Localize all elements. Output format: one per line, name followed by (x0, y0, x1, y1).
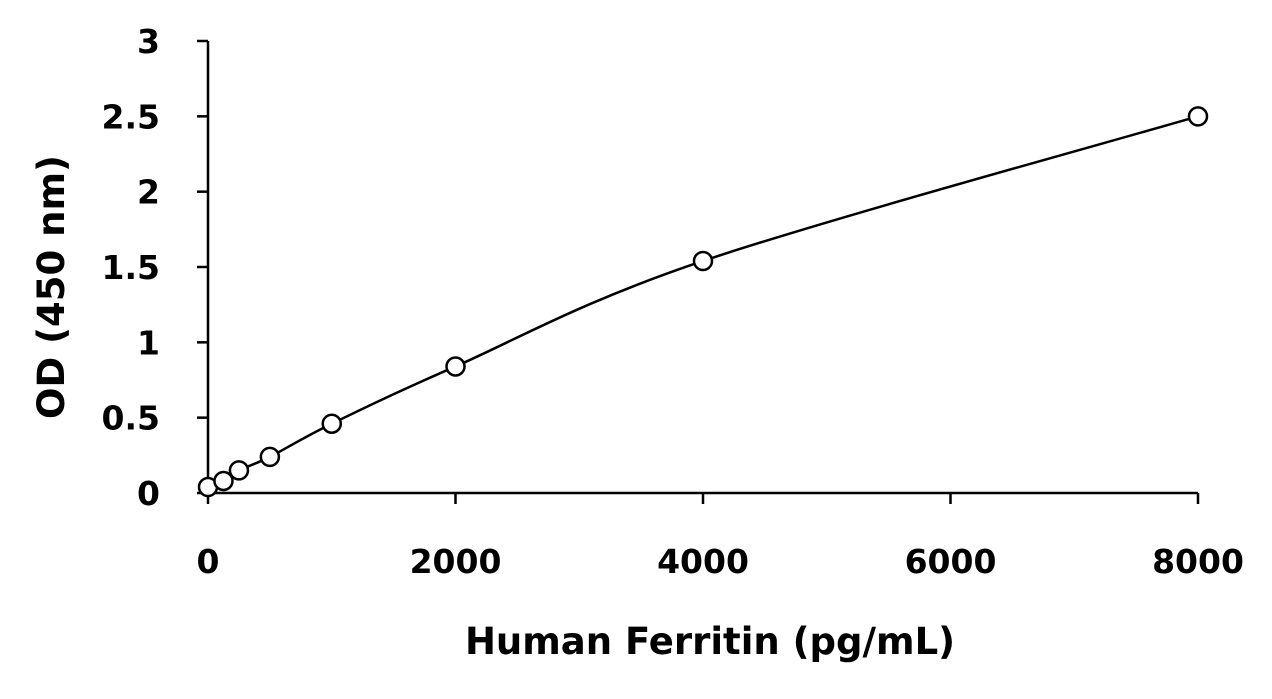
data-points (197, 106, 1209, 498)
data-point (213, 470, 234, 492)
y-axis-title: OD (450 nm) (30, 155, 73, 419)
data-point (228, 460, 250, 481)
fit-curve (207, 115, 1199, 489)
x-tick-label: 4000 (657, 542, 749, 581)
x-axis-ticks: 0 2000 4000 6000 8000 (197, 493, 1244, 581)
x-tick-label: 0 (197, 542, 220, 581)
y-tick-label: 0 (137, 474, 160, 513)
y-tick-label: 3 (137, 22, 160, 61)
data-point (692, 250, 714, 272)
y-tick-label: 2.5 (102, 97, 160, 136)
x-axis-title: Human Ferritin (pg/mL) (465, 620, 955, 663)
data-point (259, 446, 281, 468)
x-tick-label: 6000 (905, 542, 997, 581)
data-point (321, 413, 342, 434)
y-tick-label: 0.5 (102, 399, 160, 438)
y-axis-ticks: 0 0.5 1 1.5 2 2.5 3 (102, 22, 208, 513)
x-tick-label: 8000 (1152, 542, 1244, 581)
y-tick-label: 2 (137, 173, 160, 212)
data-point (1187, 106, 1209, 127)
data-point (445, 356, 466, 377)
y-tick-label: 1.5 (102, 248, 160, 287)
x-tick-label: 2000 (410, 542, 502, 581)
y-tick-label: 1 (137, 323, 160, 362)
